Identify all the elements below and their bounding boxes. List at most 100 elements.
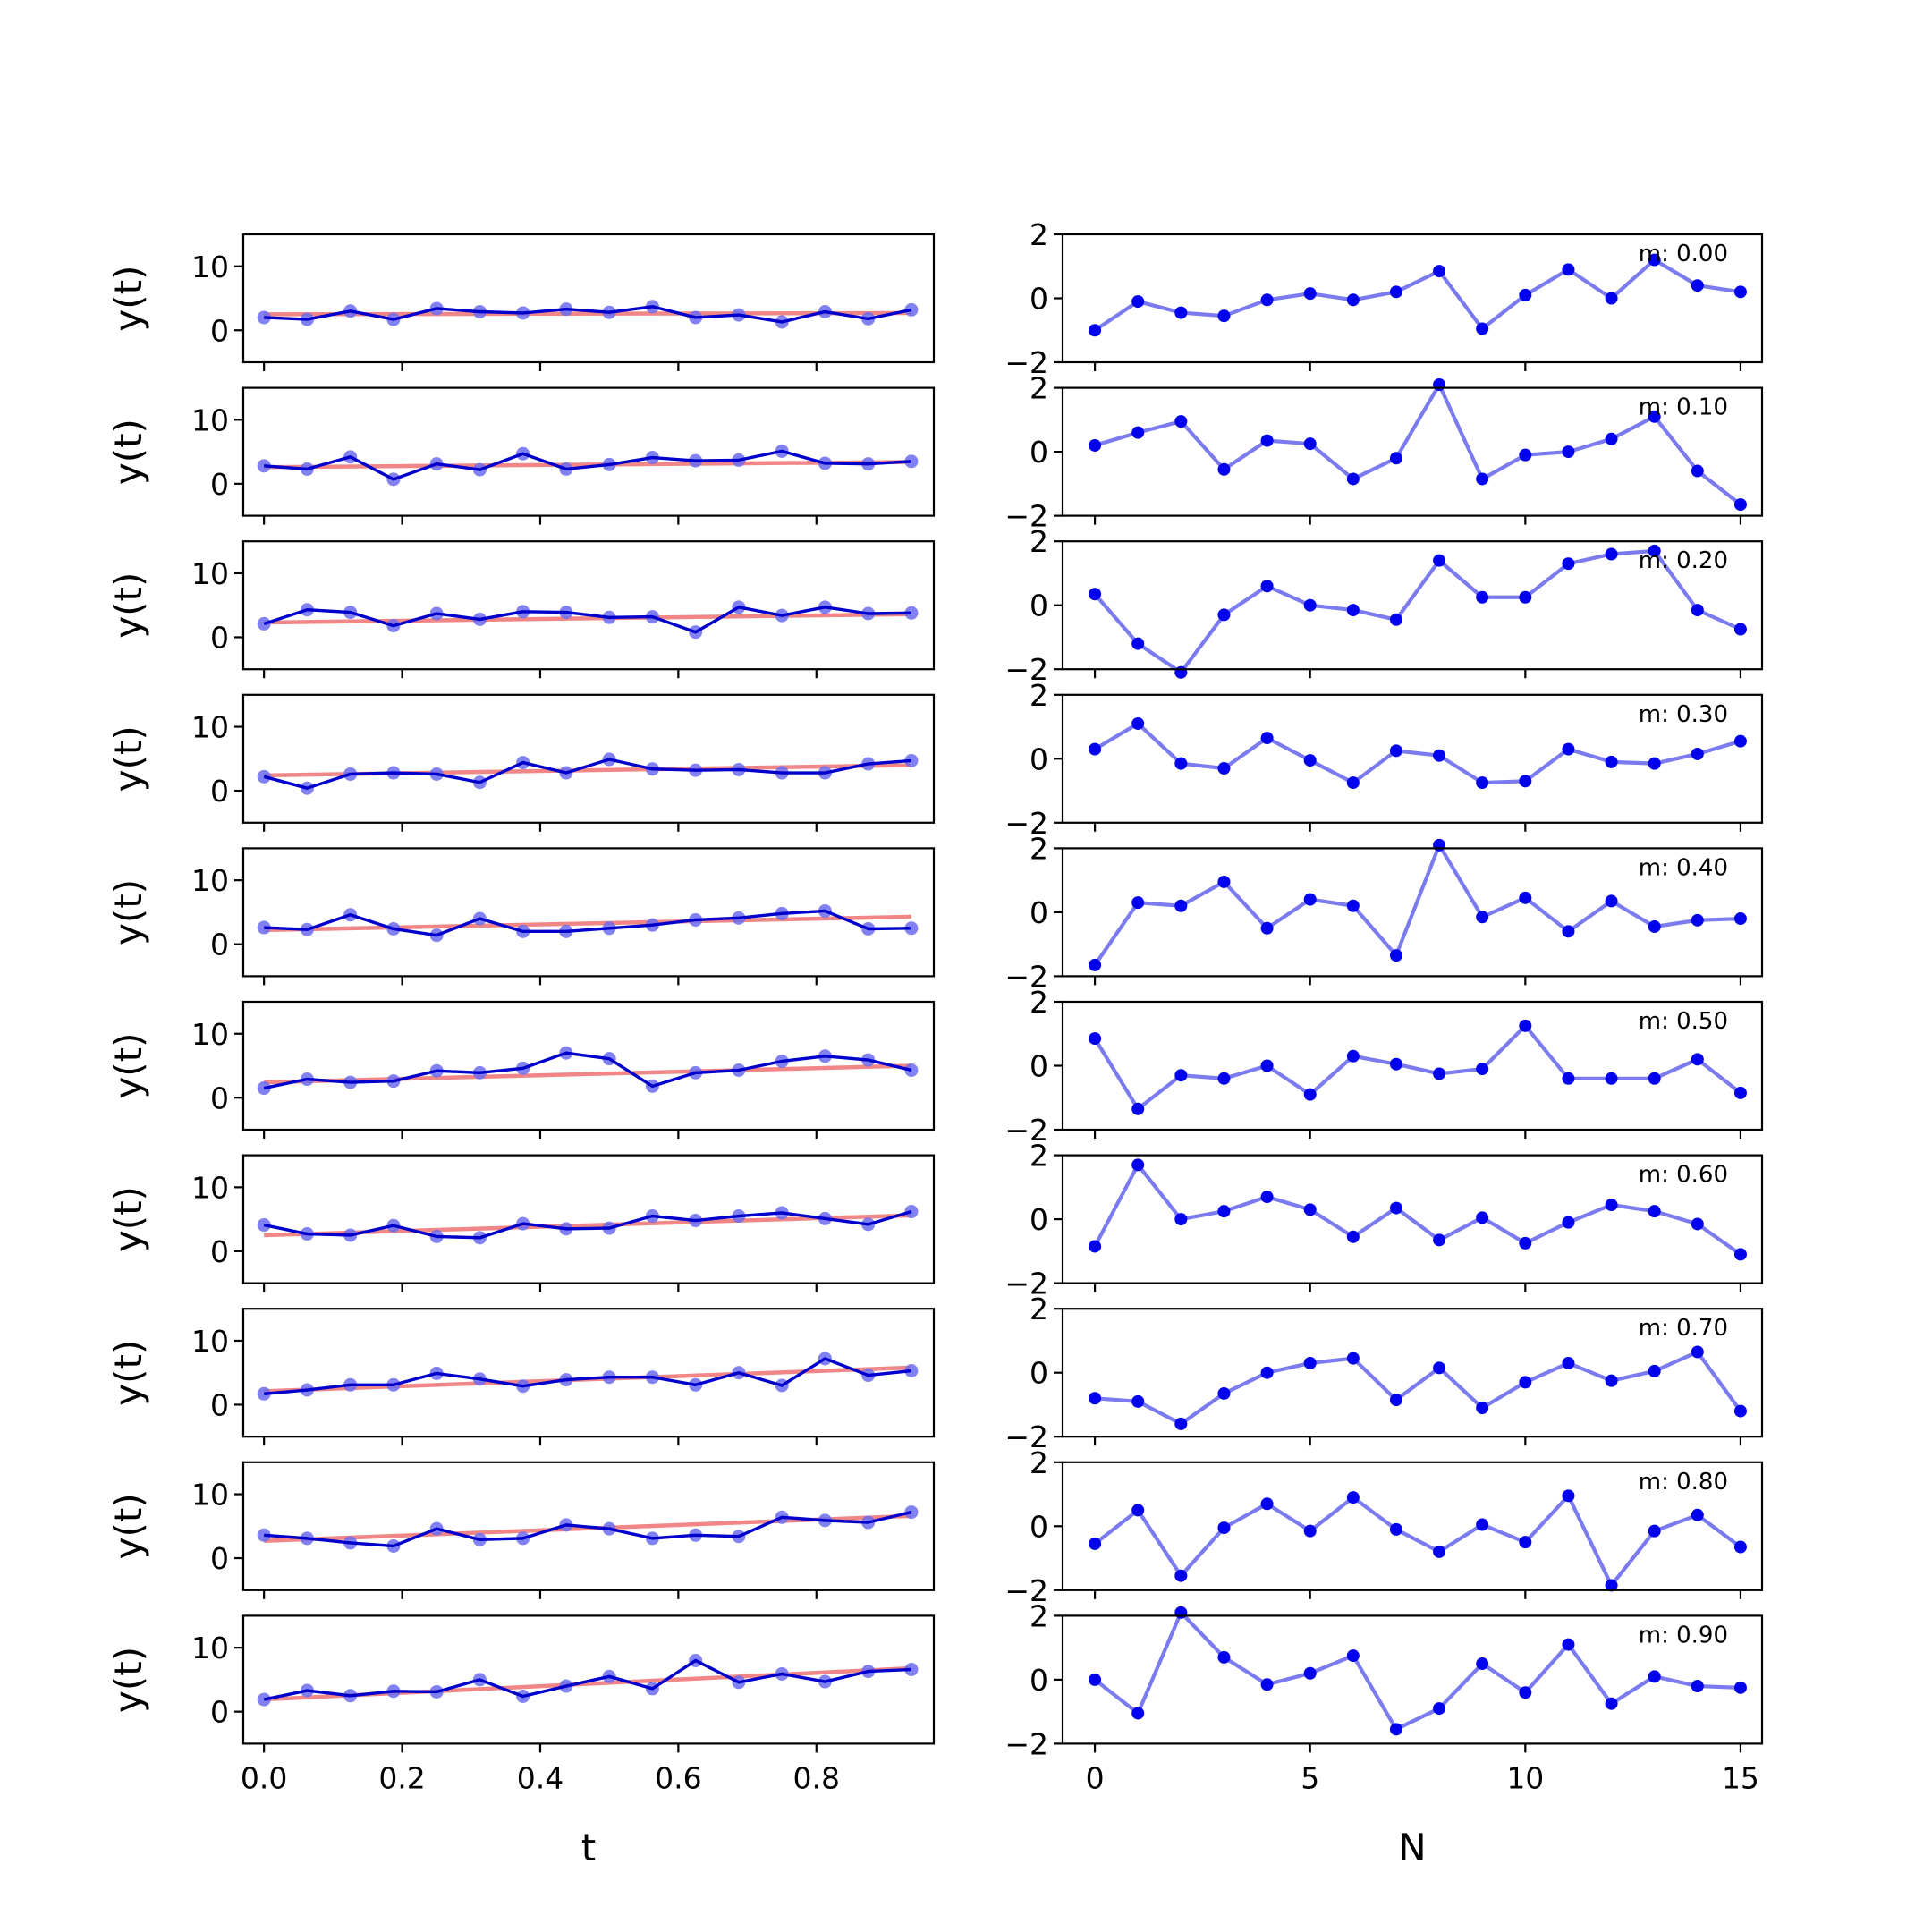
right-panel-1: −2 0 2 m: 0.10 (1004, 371, 1764, 534)
y-tick-label: 2 (1030, 1598, 1048, 1633)
residual-point (1303, 437, 1317, 451)
residual-point (1433, 1233, 1446, 1247)
data-line (263, 606, 911, 634)
right-panel-9: −2 0 2 0 5 10 15 m: 0.90 (1004, 1598, 1764, 1795)
right-panel-5: −2 0 2 m: 0.50 (1004, 985, 1764, 1148)
residual-point (1303, 1203, 1317, 1216)
row-5: 0 10 y(t) −2 0 2 m: 0.50 (106, 985, 1764, 1148)
row-9: 0 10 0.0 0.2 0.4 0.6 0.8 y(t) −2 0 2 0 5 10 15 m: 0.90 (106, 1598, 1764, 1795)
left-plot-area-7 (257, 1352, 919, 1401)
y-tick-label: 2 (1030, 1445, 1048, 1480)
residual-point (1174, 899, 1188, 912)
row-6: 0 10 y(t) −2 0 2 m: 0.60 (106, 1139, 1764, 1301)
y-tick-label: −2 (1004, 1573, 1048, 1608)
y-tick-label: 0 (1030, 589, 1048, 623)
slope-annotation: m: 0.30 (1639, 701, 1728, 728)
y-tick-label: 0 (1030, 1202, 1048, 1237)
left-panel-2: 0 10 y(t) (106, 540, 936, 679)
row-3: 0 10 y(t) −2 0 2 m: 0.30 (106, 678, 1764, 841)
left-frame (242, 1461, 936, 1591)
x-tick-label: 0.2 (378, 1760, 425, 1795)
residual-point (1131, 1504, 1145, 1517)
residual-point (1519, 1019, 1532, 1032)
residual-point (1346, 776, 1360, 790)
residual-point (1605, 1697, 1618, 1710)
residual-point (1562, 1356, 1575, 1369)
residual-point (1648, 544, 1661, 557)
y-tick-label: 0 (1030, 741, 1048, 776)
left-frame (242, 233, 936, 364)
y-tick-label: 0 (210, 774, 229, 809)
residual-point (1089, 438, 1102, 452)
residual-line (1093, 1163, 1742, 1257)
left-plot-area-5 (257, 1046, 919, 1096)
residual-point (1260, 732, 1274, 745)
data-point (904, 454, 919, 469)
y-tick-label: 0 (210, 928, 229, 962)
y-tick-label: −2 (1004, 345, 1048, 380)
slope-annotation: m: 0.90 (1639, 1622, 1728, 1648)
residual-point (1648, 1072, 1661, 1085)
y-tick-label: −2 (1004, 1113, 1048, 1148)
y-tick-label: −2 (1004, 1267, 1048, 1301)
residual-point (1690, 604, 1704, 617)
y-tick-label: 10 (191, 863, 229, 898)
residual-point (1562, 1489, 1575, 1503)
residual-point (1476, 1518, 1489, 1531)
fit-line (264, 612, 911, 625)
residual-point (1217, 1521, 1231, 1535)
residual-line (1094, 721, 1741, 785)
y-tick-label: 10 (191, 710, 229, 745)
residual-point (1476, 590, 1489, 604)
data-line (264, 449, 912, 481)
y-tick-label: 0 (210, 1541, 229, 1576)
row-1: 0 10 y(t) −2 0 2 m: 0.10 (106, 371, 1764, 534)
slope-annotation: m: 0.10 (1639, 394, 1728, 421)
residual-point (1260, 1059, 1274, 1072)
residual-point (1562, 925, 1575, 938)
left-plot-area-6 (257, 1205, 919, 1245)
y-tick-label: −2 (1004, 652, 1048, 687)
y-tick-label: 0 (210, 1695, 229, 1730)
residual-point (1389, 1394, 1402, 1407)
y-tick-label: 2 (1030, 1139, 1048, 1174)
y-tick-label: 0 (210, 467, 229, 502)
left-plot-area-3 (257, 752, 919, 795)
fit-line (264, 460, 911, 470)
left-frame (242, 1614, 936, 1745)
residual-point (1476, 911, 1489, 924)
residual-line (1093, 258, 1741, 332)
residual-point (1174, 1069, 1188, 1082)
residual-line (1093, 1023, 1742, 1111)
left-plot-area-2 (257, 600, 919, 640)
residual-point (1605, 894, 1618, 908)
residual-point (1303, 598, 1317, 612)
residual-point (1605, 1072, 1618, 1085)
data-point (904, 921, 919, 936)
y-axis-label: y(t) (106, 265, 150, 331)
residual-point (1433, 554, 1446, 567)
residual-point (1131, 1158, 1145, 1172)
residual-point (1217, 762, 1231, 775)
residual-point (1562, 1638, 1575, 1651)
residual-point (1174, 665, 1188, 679)
residual-point (1476, 1657, 1489, 1671)
residual-point (1605, 755, 1618, 768)
y-tick-label: 0 (1030, 1049, 1048, 1084)
row-2: 0 10 y(t) −2 0 2 m: 0.20 (106, 524, 1764, 687)
residual-point (1519, 590, 1532, 604)
residual-point (1389, 1057, 1402, 1071)
residual-point (1346, 472, 1360, 486)
residual-point (1733, 1248, 1747, 1261)
left-panel-0: 0 10 y(t) (106, 233, 936, 371)
residual-point (1519, 288, 1532, 301)
residual-point (1733, 1404, 1747, 1418)
left-panel-7: 0 10 y(t) (106, 1308, 936, 1446)
x-tick-label: 0.6 (655, 1760, 701, 1795)
residual-point (1690, 913, 1704, 927)
y-tick-label: 0 (1030, 435, 1048, 470)
y-tick-label: 10 (191, 1170, 229, 1205)
residual-line (1093, 548, 1741, 674)
residual-point (1519, 1236, 1532, 1250)
residual-point (1303, 287, 1317, 301)
